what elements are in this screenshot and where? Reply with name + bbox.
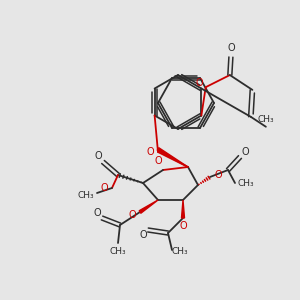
Text: CH₃: CH₃ <box>258 115 274 124</box>
Text: CH₃: CH₃ <box>238 178 254 188</box>
Text: O: O <box>154 156 162 166</box>
Text: O: O <box>139 230 147 240</box>
Text: CH₃: CH₃ <box>110 247 126 256</box>
Text: O: O <box>241 147 249 157</box>
Polygon shape <box>157 148 188 167</box>
Text: O: O <box>100 183 108 193</box>
Text: CH₃: CH₃ <box>78 190 94 200</box>
Text: O: O <box>214 170 222 180</box>
Polygon shape <box>182 200 184 218</box>
Text: O: O <box>228 43 235 53</box>
Polygon shape <box>139 200 158 213</box>
Text: O: O <box>94 151 102 161</box>
Text: O: O <box>179 221 187 231</box>
Text: O: O <box>128 210 136 220</box>
Text: O: O <box>146 147 154 157</box>
Text: O: O <box>195 78 203 88</box>
Text: CH₃: CH₃ <box>172 248 188 256</box>
Text: O: O <box>93 208 101 218</box>
